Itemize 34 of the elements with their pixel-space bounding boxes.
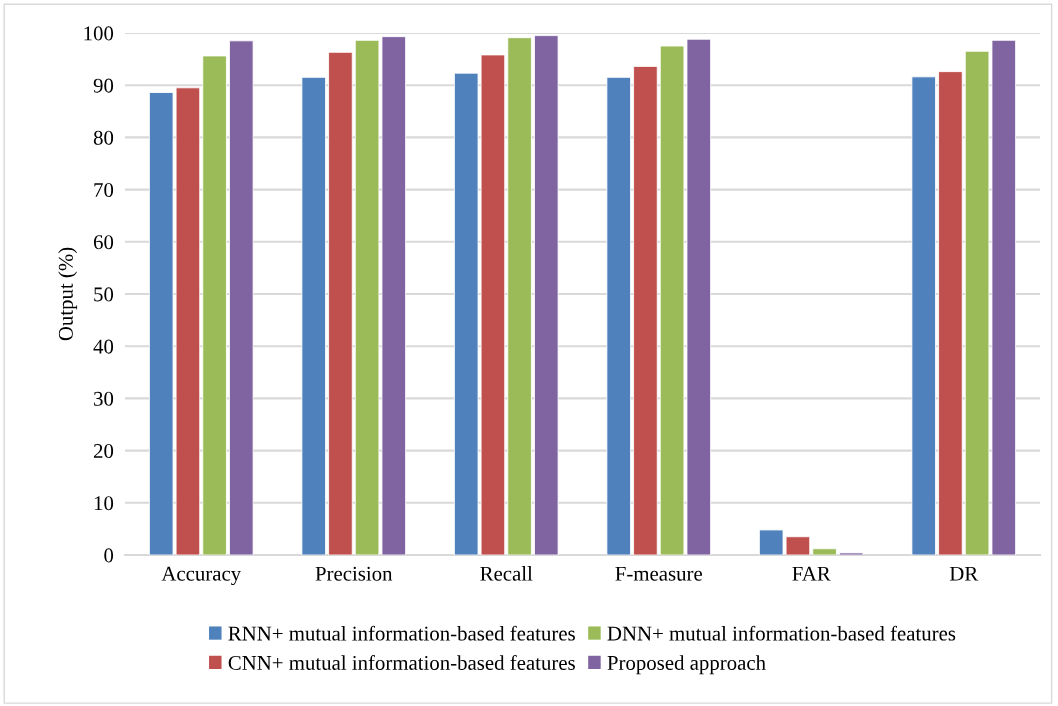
- legend-label: DNN+ mutual information-based features: [607, 625, 956, 641]
- bar: [606, 76, 631, 555]
- y-tick-label: 70: [94, 182, 114, 198]
- bar: [301, 76, 326, 555]
- bar: [839, 552, 864, 555]
- legend-label: Proposed approach: [607, 655, 766, 675]
- bar: [507, 37, 532, 555]
- bar: [328, 51, 353, 555]
- y-tick-label: 100: [84, 26, 114, 41]
- x-tick-label: F-measure: [615, 566, 702, 581]
- bar: [938, 71, 963, 555]
- y-tick-label: 10: [94, 496, 114, 511]
- legend-label: CNN+ mutual information-based features: [228, 655, 575, 670]
- y-tick-label: 50: [94, 287, 114, 302]
- y-tick-label: 60: [93, 235, 114, 250]
- y-tick-label: 0: [104, 548, 114, 563]
- y-tick-label: 20: [93, 443, 114, 459]
- x-tick-label: Precision: [315, 566, 393, 581]
- bar: [229, 40, 254, 555]
- bar: [911, 76, 936, 555]
- bar: [202, 55, 227, 555]
- legend-label: RNN+ mutual information-based features: [228, 625, 575, 641]
- bar: [534, 35, 559, 555]
- y-axis-title: Output (%): [58, 247, 78, 341]
- bar: [812, 548, 837, 555]
- y-tick-label: 80: [93, 130, 114, 145]
- x-tick-label: DR: [949, 566, 979, 581]
- x-tick-label: Accuracy: [161, 566, 242, 585]
- y-tick-label: 30: [94, 391, 114, 406]
- y-tick-label: 90: [93, 78, 114, 93]
- x-tick-label: Recall: [480, 566, 533, 581]
- x-tick-label: FAR: [792, 566, 831, 581]
- y-tick-label: 40: [93, 339, 114, 354]
- bar: [633, 65, 658, 555]
